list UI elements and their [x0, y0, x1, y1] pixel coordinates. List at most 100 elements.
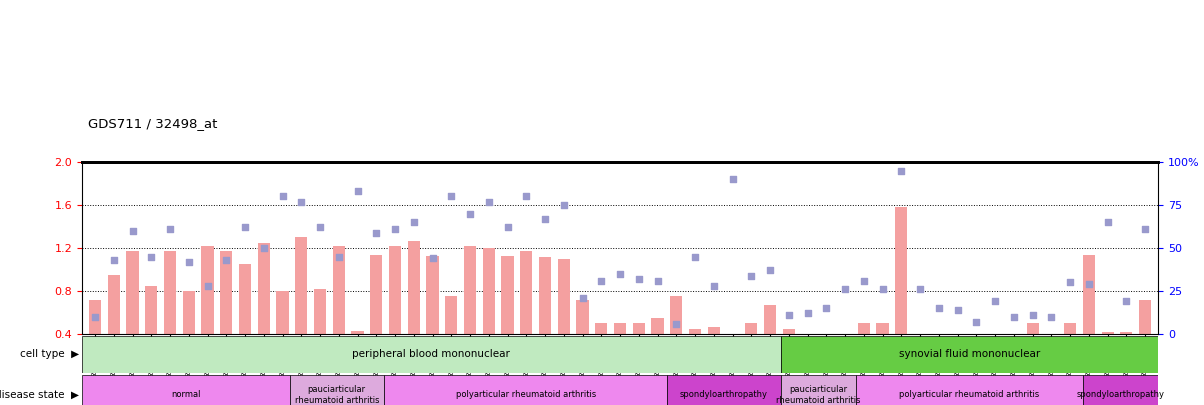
Text: polyarticular rheumatoid arthritis: polyarticular rheumatoid arthritis — [455, 390, 596, 399]
Text: pauciarticular
rheumatoid arthritis: pauciarticular rheumatoid arthritis — [295, 385, 379, 405]
Bar — [780, 336, 1158, 373]
Bar — [651, 318, 663, 334]
Point — [85, 313, 105, 320]
Bar — [595, 323, 607, 334]
Bar — [633, 323, 645, 334]
Bar — [389, 246, 401, 334]
Point — [667, 321, 686, 327]
Bar — [856, 375, 1082, 405]
Bar — [464, 246, 476, 334]
Point — [1135, 226, 1155, 232]
Point — [948, 307, 967, 313]
Point — [442, 193, 461, 200]
Point — [704, 283, 724, 289]
Bar — [501, 256, 514, 334]
Point — [1023, 312, 1043, 318]
Bar — [745, 323, 757, 334]
Text: GDS711 / 32498_at: GDS711 / 32498_at — [88, 117, 217, 130]
Point — [385, 226, 405, 232]
Bar — [295, 237, 307, 334]
Bar — [384, 375, 667, 405]
Bar — [201, 246, 213, 334]
Bar — [783, 329, 795, 334]
Point — [254, 245, 273, 251]
Point — [929, 305, 949, 311]
Bar — [765, 305, 777, 334]
Text: peripheral blood mononuclear: peripheral blood mononuclear — [353, 350, 510, 359]
Point — [517, 193, 536, 200]
Point — [236, 224, 255, 231]
Bar — [780, 375, 856, 405]
Point — [479, 198, 498, 205]
Bar — [238, 264, 252, 334]
Text: pauciarticular
rheumatoid arthritis: pauciarticular rheumatoid arthritis — [777, 385, 861, 405]
Point — [554, 202, 573, 208]
Point — [329, 254, 348, 260]
Bar — [445, 296, 458, 334]
Point — [854, 277, 873, 284]
Bar — [1082, 254, 1094, 334]
Bar — [896, 207, 908, 334]
Bar — [408, 241, 420, 334]
Bar — [614, 323, 626, 334]
Point — [1061, 279, 1080, 286]
Point — [1079, 281, 1098, 288]
Bar — [708, 326, 720, 334]
Point — [722, 176, 742, 182]
Text: spondyloarthropathy: spondyloarthropathy — [1076, 390, 1164, 399]
Bar — [1139, 300, 1151, 334]
Bar — [1082, 375, 1158, 405]
Bar — [539, 257, 551, 334]
Bar — [146, 286, 158, 334]
Point — [761, 267, 780, 274]
Bar — [857, 323, 870, 334]
Point — [197, 283, 217, 289]
Text: disease state  ▶: disease state ▶ — [0, 390, 79, 400]
Bar — [290, 375, 384, 405]
Bar — [258, 243, 270, 334]
Text: cell type  ▶: cell type ▶ — [20, 350, 79, 359]
Point — [1098, 219, 1117, 226]
Bar — [1064, 323, 1076, 334]
Text: spondyloarthropathy: spondyloarthropathy — [680, 390, 768, 399]
Point — [985, 298, 1004, 305]
Bar — [164, 251, 176, 334]
Point — [179, 258, 199, 265]
Bar — [370, 254, 383, 334]
Point — [498, 224, 518, 231]
Point — [291, 198, 311, 205]
Point — [311, 224, 330, 231]
Text: polyarticular rheumatoid arthritis: polyarticular rheumatoid arthritis — [899, 390, 1039, 399]
Bar — [1120, 332, 1133, 334]
Point — [798, 310, 818, 317]
Bar — [689, 329, 701, 334]
Bar — [332, 246, 344, 334]
Bar — [82, 336, 780, 373]
Bar — [483, 248, 495, 334]
Point — [1117, 298, 1137, 305]
Point — [460, 211, 479, 217]
Point — [910, 286, 929, 292]
Bar — [671, 296, 683, 334]
Text: normal: normal — [171, 390, 201, 399]
Point — [873, 286, 892, 292]
Point — [648, 277, 667, 284]
Point — [836, 286, 855, 292]
Point — [367, 229, 386, 236]
Point — [104, 257, 123, 263]
Point — [123, 228, 142, 234]
Point — [779, 312, 798, 318]
Point — [610, 271, 630, 277]
Point — [405, 219, 424, 226]
Bar — [877, 323, 889, 334]
Point — [591, 277, 610, 284]
Text: synovial fluid mononuclear: synovial fluid mononuclear — [898, 350, 1040, 359]
Bar — [1027, 323, 1039, 334]
Bar — [520, 251, 532, 334]
Point — [816, 305, 836, 311]
Bar — [557, 259, 569, 334]
Bar — [1102, 332, 1114, 334]
Bar — [220, 251, 232, 334]
Point — [273, 193, 293, 200]
Point — [1004, 313, 1023, 320]
